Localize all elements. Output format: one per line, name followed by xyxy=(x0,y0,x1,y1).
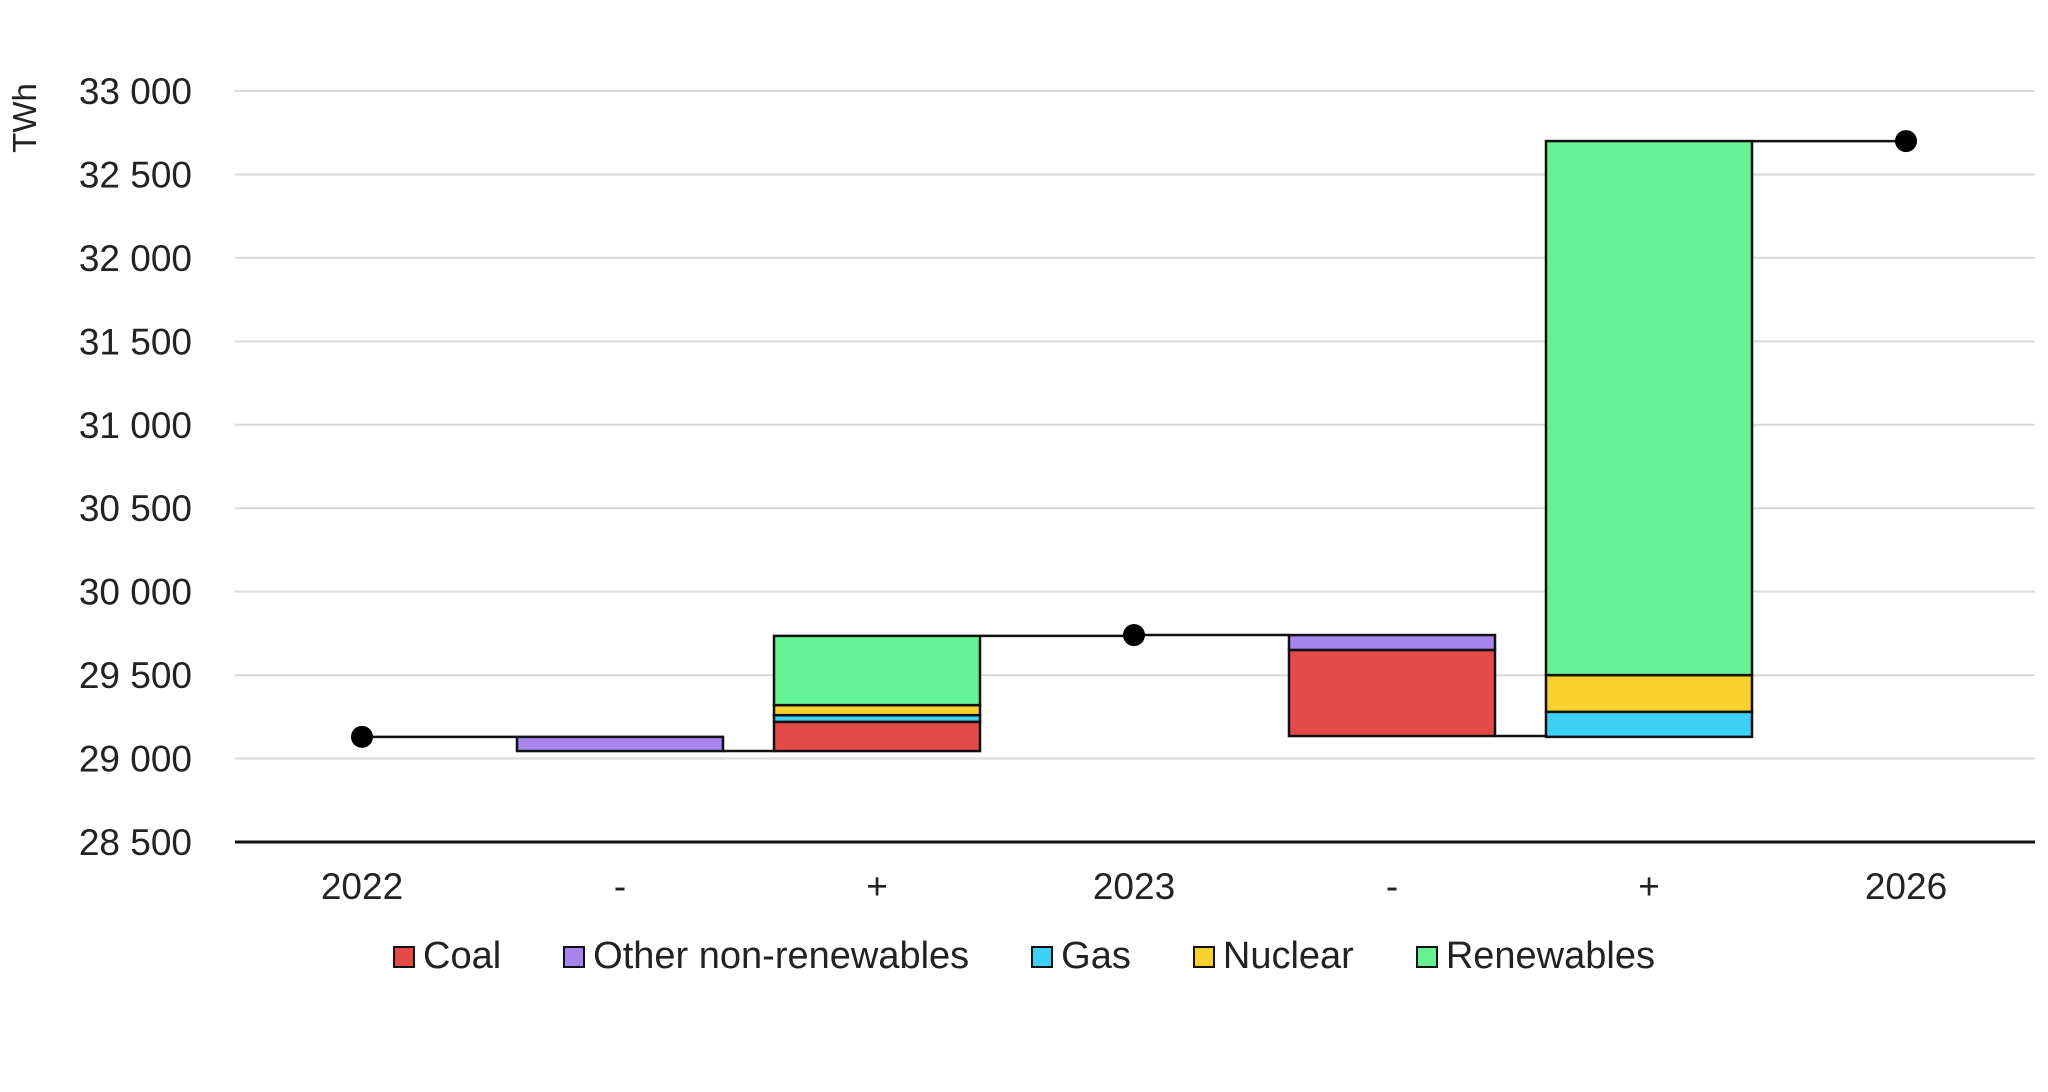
x-axis-tick-labels: 2022 - +2023 - +2026 xyxy=(321,866,1947,907)
y-tick-label: 29 500 xyxy=(79,655,192,696)
legend: Coal Other non-renewables Gas Nuclear Renewa… xyxy=(0,935,2048,978)
legend-label: Nuclear xyxy=(1222,935,1354,977)
total-marker-2023 xyxy=(1123,624,1145,647)
bar-segment-nuclear xyxy=(772,703,982,717)
legend-label: Other non-renewables xyxy=(593,935,970,977)
legend-label: Gas xyxy=(1061,935,1131,977)
y-tick-label: 32 000 xyxy=(79,238,192,279)
x-tick-label: + xyxy=(1638,866,1660,907)
legend-swatch xyxy=(1415,945,1438,968)
legend-swatch xyxy=(1031,945,1054,968)
gridlines xyxy=(235,90,2035,760)
bar-segment-other-non-renewables xyxy=(1287,633,1497,652)
y-tick-label: 32 500 xyxy=(79,154,192,195)
legend-label: Coal xyxy=(423,935,502,977)
legend-item-nuclear: Nuclear xyxy=(1192,935,1354,978)
y-tick-label: 33 000 xyxy=(79,71,192,112)
x-tick-label: - xyxy=(1386,866,1398,907)
bar-segment-other-non-renewables xyxy=(515,735,725,753)
x-tick-label: 2022 xyxy=(321,866,403,907)
x-tick-label: 2023 xyxy=(1093,866,1175,907)
bar-segment-renewables xyxy=(1544,139,1754,677)
legend-swatch xyxy=(1192,945,1215,968)
x-tick-label: - xyxy=(614,866,626,907)
bar-segment-coal xyxy=(772,720,982,753)
total-marker-2026 xyxy=(1895,130,1917,153)
legend-swatch xyxy=(393,945,416,968)
legend-item-coal: Coal xyxy=(393,935,501,978)
total-marker-2022 xyxy=(351,725,373,748)
legend-label: Renewables xyxy=(1445,935,1655,977)
y-axis-tick-labels: 28 500 29 000 29 500 30 000 30 500 31 000 31 5… xyxy=(79,71,192,863)
x-tick-label: 2026 xyxy=(1865,866,1947,907)
bar-segment-gas xyxy=(1544,710,1754,739)
waterfall-connectors xyxy=(362,139,1906,753)
y-tick-label: 29 000 xyxy=(79,739,192,780)
legend-swatch xyxy=(563,945,586,968)
x-tick-label: + xyxy=(866,866,888,907)
total-markers xyxy=(351,130,1917,748)
y-axis-title: TWh xyxy=(6,83,43,153)
legend-item-gas: Gas xyxy=(1031,935,1131,978)
legend-item-renewables: Renewables xyxy=(1415,935,1655,978)
y-tick-label: 30 000 xyxy=(79,572,192,613)
bars xyxy=(515,139,1754,753)
bar-segment-nuclear xyxy=(1544,673,1754,714)
y-tick-label: 30 500 xyxy=(79,488,192,529)
bar-segment-renewables xyxy=(772,634,982,707)
legend-item-other-non-renewables: Other non-renewables xyxy=(563,935,969,978)
bar-segment-coal xyxy=(1287,648,1497,738)
y-tick-label: 31 500 xyxy=(79,321,192,362)
y-tick-label: 31 000 xyxy=(79,405,192,446)
y-tick-label: 28 500 xyxy=(79,822,192,863)
